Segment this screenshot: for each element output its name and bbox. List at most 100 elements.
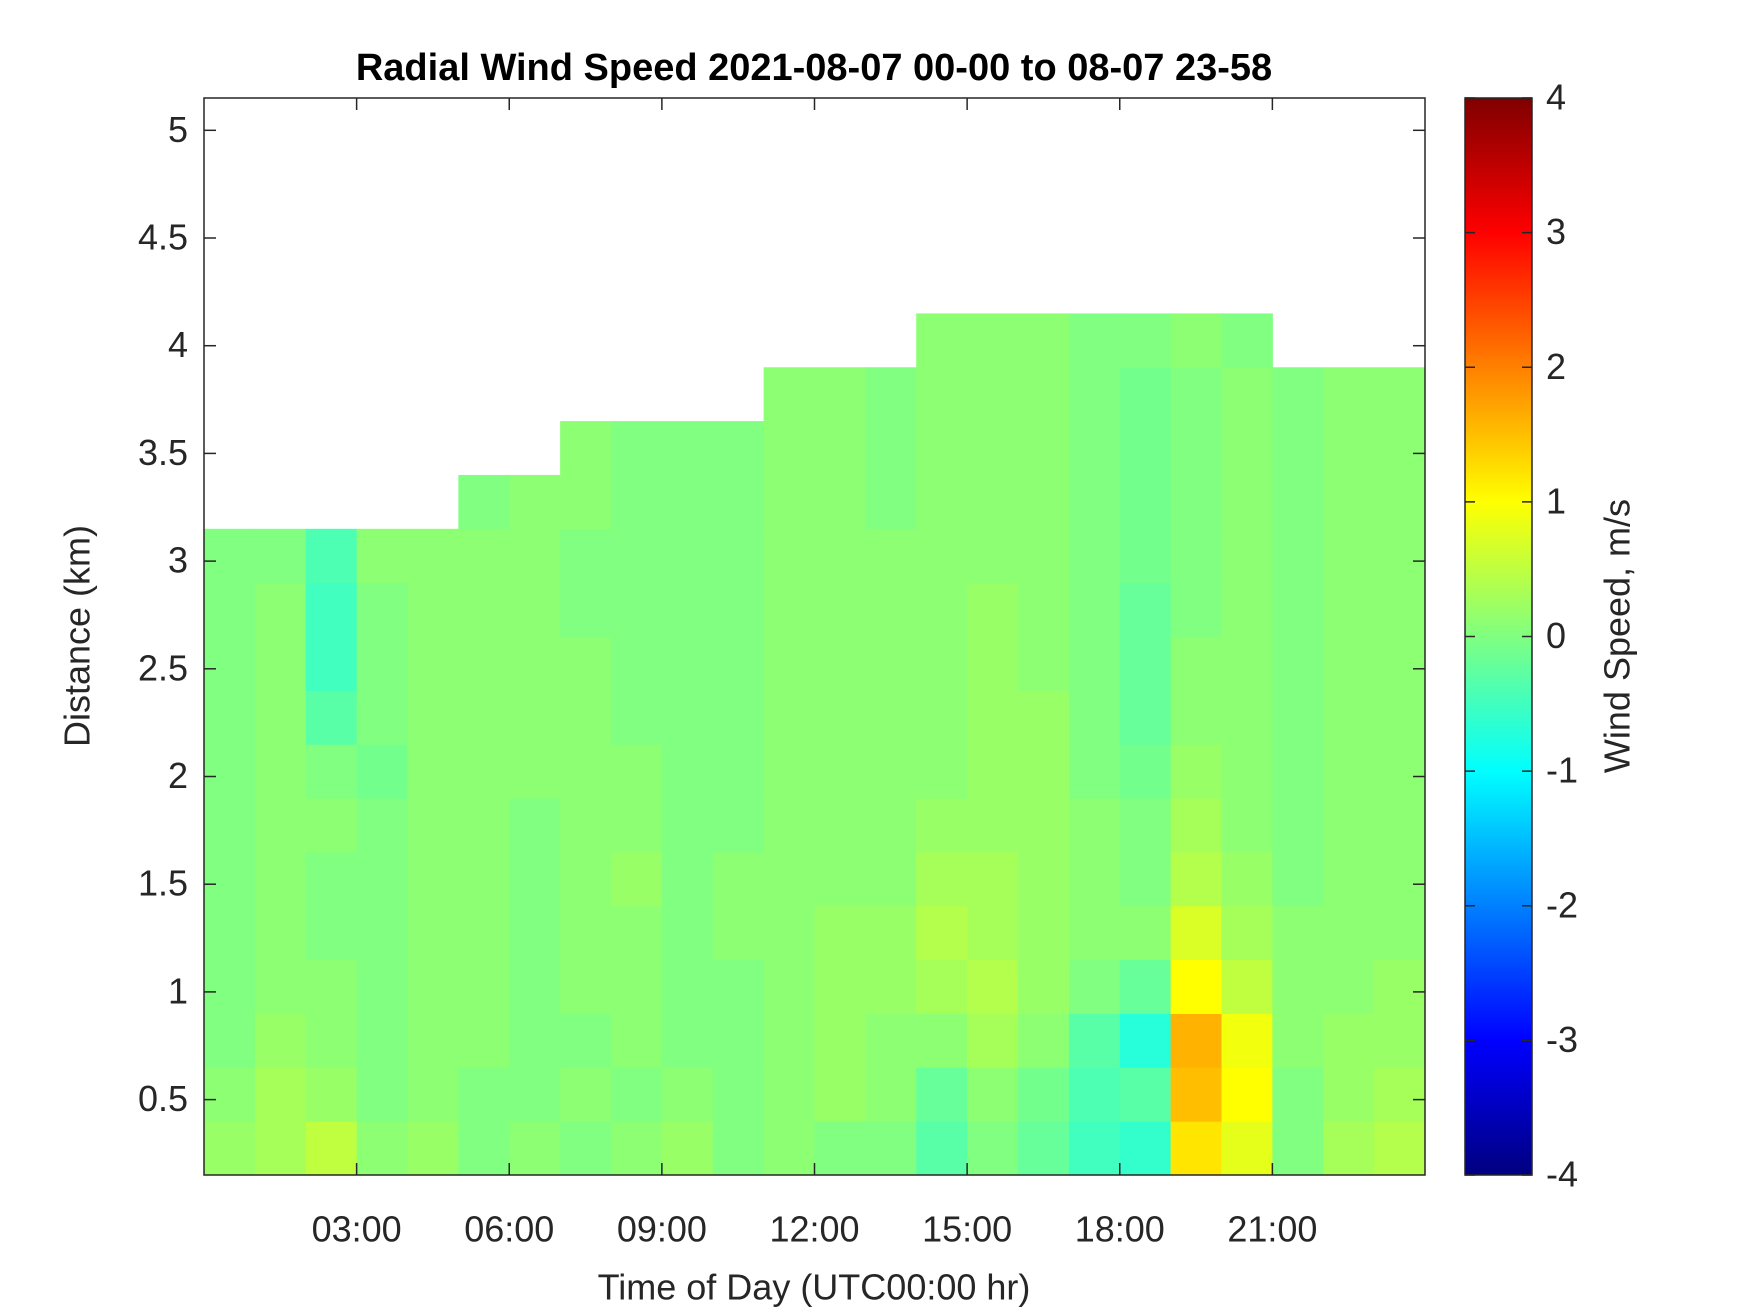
heatmap-cell <box>611 1067 663 1122</box>
heatmap-cell <box>1068 421 1121 476</box>
heatmap-cell <box>661 421 714 476</box>
heatmap-cell <box>1068 367 1121 422</box>
heatmap-cell <box>1374 1013 1426 1068</box>
heatmap-cell <box>611 1013 663 1068</box>
heatmap-cell <box>1323 367 1375 422</box>
heatmap-cell <box>1374 1067 1426 1122</box>
heatmap-cell <box>560 959 612 1014</box>
heatmap-cell <box>1374 421 1426 476</box>
heatmap-cell <box>712 959 765 1014</box>
x-axis-label: Time of Day (UTC00:00 hr) <box>598 1267 1031 1308</box>
heatmap-cell <box>865 959 917 1014</box>
heatmap-cell <box>916 744 968 799</box>
heatmap-cell <box>1323 798 1375 853</box>
heatmap-cell <box>1170 744 1222 799</box>
heatmap-cell <box>509 474 561 530</box>
heatmap-cell <box>967 1067 1019 1122</box>
y-tick-label: 1 <box>168 970 188 1011</box>
heatmap-cell <box>254 1121 307 1176</box>
heatmap-cell <box>1068 959 1121 1014</box>
heatmap-cell <box>204 528 256 584</box>
heatmap-cell <box>1018 1067 1070 1122</box>
heatmap-cell <box>712 744 765 799</box>
heatmap-cell <box>560 690 612 745</box>
heatmap-cell <box>305 744 358 799</box>
heatmap-cell <box>611 959 663 1014</box>
heatmap-cell <box>967 528 1019 584</box>
y-tick-label: 3.5 <box>138 432 188 473</box>
heatmap-cell <box>611 582 663 637</box>
heatmap-cell <box>661 528 714 584</box>
heatmap-cell <box>305 528 358 584</box>
heatmap-cell <box>967 1121 1019 1176</box>
heatmap-cell <box>560 474 612 530</box>
heatmap-cell <box>1374 798 1426 853</box>
heatmap-cell <box>305 851 358 907</box>
heatmap-cell <box>254 1013 307 1068</box>
heatmap-cell <box>712 474 765 530</box>
heatmap-cell <box>967 636 1019 691</box>
heatmap-cell <box>305 959 358 1014</box>
heatmap-cell <box>1119 690 1172 745</box>
heatmap-cell <box>1068 528 1121 584</box>
heatmap-cell <box>814 1013 866 1068</box>
heatmap-cell <box>916 367 968 422</box>
heatmap-cell <box>509 959 561 1014</box>
colorbar-tick-label: 0 <box>1546 615 1566 656</box>
heatmap-cell <box>305 905 358 961</box>
heatmap-cell <box>1323 474 1375 530</box>
heatmap-cell <box>1170 1013 1222 1068</box>
heatmap-cell <box>763 528 815 584</box>
heatmap-cell <box>458 636 510 691</box>
heatmap-cell <box>763 636 815 691</box>
heatmap-cell <box>1272 744 1324 799</box>
heatmap-cell <box>305 1067 358 1122</box>
heatmap-cell <box>1323 690 1375 745</box>
heatmap-cell <box>356 690 408 745</box>
heatmap-cell <box>254 1067 307 1122</box>
heatmap-cell <box>458 474 510 530</box>
heatmap-cell <box>458 1013 510 1068</box>
heatmap-cell <box>407 1013 459 1068</box>
heatmap-cell <box>1018 582 1070 637</box>
heatmap-cell <box>814 744 866 799</box>
heatmap-cell <box>1068 690 1121 745</box>
heatmap-cell <box>204 690 256 745</box>
heatmap-cell <box>509 851 561 907</box>
heatmap-cell <box>916 636 968 691</box>
heatmap-cell <box>1323 1013 1375 1068</box>
heatmap-cell <box>967 421 1019 476</box>
heatmap-cell <box>967 851 1019 907</box>
heatmap-cell <box>712 582 765 637</box>
colorbar-tick-label: -2 <box>1546 884 1578 925</box>
heatmap-cell <box>356 1067 408 1122</box>
heatmap-cell <box>967 313 1019 368</box>
heatmap-cell <box>1374 851 1426 907</box>
heatmap-cell <box>1272 421 1324 476</box>
heatmap-cell <box>763 1121 815 1176</box>
heatmap-cell <box>763 367 815 422</box>
heatmap-cell <box>763 1067 815 1122</box>
heatmap-cell <box>967 744 1019 799</box>
heatmap-cell <box>1119 582 1172 637</box>
colorbar-tick-label: -1 <box>1546 750 1578 791</box>
colorbar-tick-label: -4 <box>1546 1154 1578 1195</box>
heatmap-cell <box>611 905 663 961</box>
heatmap-cell <box>560 905 612 961</box>
heatmap-cell <box>763 959 815 1014</box>
heatmap-cell <box>509 690 561 745</box>
heatmap-cell <box>1272 367 1324 422</box>
heatmap-cell <box>916 690 968 745</box>
x-tick-label: 21:00 <box>1227 1209 1317 1250</box>
heatmap-cell <box>1221 851 1273 907</box>
heatmap-cell <box>254 528 307 584</box>
heatmap-cell <box>1272 474 1324 530</box>
heatmap-cell <box>661 690 714 745</box>
heatmap-cell <box>254 690 307 745</box>
colorbar <box>1464 97 1533 1176</box>
colorbar-tick-label: 2 <box>1546 346 1566 387</box>
heatmap-cell <box>1374 905 1426 961</box>
heatmap-cell <box>1119 367 1172 422</box>
heatmap-cell <box>814 798 866 853</box>
heatmap-cell <box>1221 528 1273 584</box>
